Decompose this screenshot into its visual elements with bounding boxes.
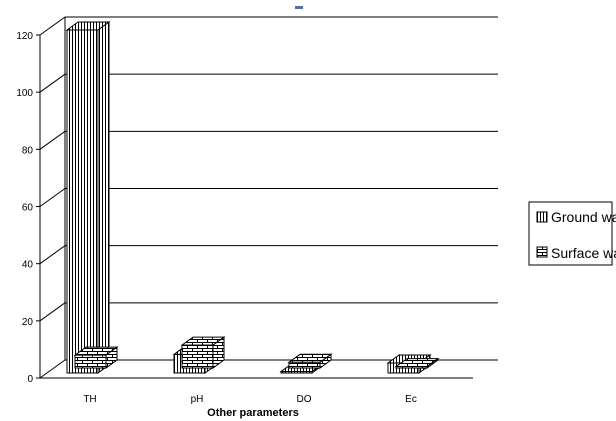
bar-front: [66, 29, 99, 374]
gridline-side-0: [39, 359, 66, 379]
y-tick-label-0: 0: [27, 374, 33, 385]
y-tick-label-4: 80: [22, 145, 34, 156]
y-axis-ticks: 0 20 40 60 80 100 120: [16, 31, 40, 385]
gridline-side-3: [39, 188, 66, 207]
x-axis-title: Other parameters: [207, 407, 299, 419]
y-tick-label-6: 120: [16, 31, 33, 42]
gridline-side-5: [39, 73, 66, 93]
bar-pH-1: [180, 336, 226, 369]
bar-TH-1: [73, 346, 119, 369]
bar-front: [181, 344, 214, 369]
bar-front: [280, 371, 313, 374]
gridlines: [39, 16, 498, 379]
gridline-side-2: [39, 245, 66, 265]
x-tick-label-Ec: Ec: [405, 394, 417, 405]
legend-label-surface: Surface water: [551, 245, 616, 261]
legend-swatch-ground: [536, 211, 548, 223]
gridline-side-4: [39, 130, 66, 150]
legend-swatch-surface: [536, 246, 548, 258]
x-tick-label-DO: DO: [297, 394, 312, 405]
bar-DO-1: [287, 353, 333, 369]
legend-label-ground: Ground water: [551, 209, 616, 225]
bar-front: [288, 361, 321, 369]
legend: Ground water Surface water: [528, 201, 616, 266]
bar-front: [395, 366, 428, 369]
x-axis-ticks: TH pH DO Ec: [83, 394, 417, 405]
x-tick-label-TH: TH: [83, 394, 96, 405]
bar-side: [97, 21, 110, 374]
x-tick-label-pH: pH: [191, 394, 204, 405]
y-tick-label-5: 100: [16, 88, 33, 99]
gridline-side-1: [39, 302, 66, 322]
title-marker: [295, 6, 303, 9]
gridline-side-6: [39, 16, 66, 36]
bar-Ec-1: [394, 357, 440, 369]
bar-TH-0: [65, 21, 111, 374]
y-tick-label-3: 60: [22, 203, 34, 214]
y-tick-label-1: 20: [22, 317, 34, 328]
bars: [65, 21, 440, 374]
bar-front: [74, 354, 107, 369]
y-tick-label-2: 40: [22, 260, 34, 271]
